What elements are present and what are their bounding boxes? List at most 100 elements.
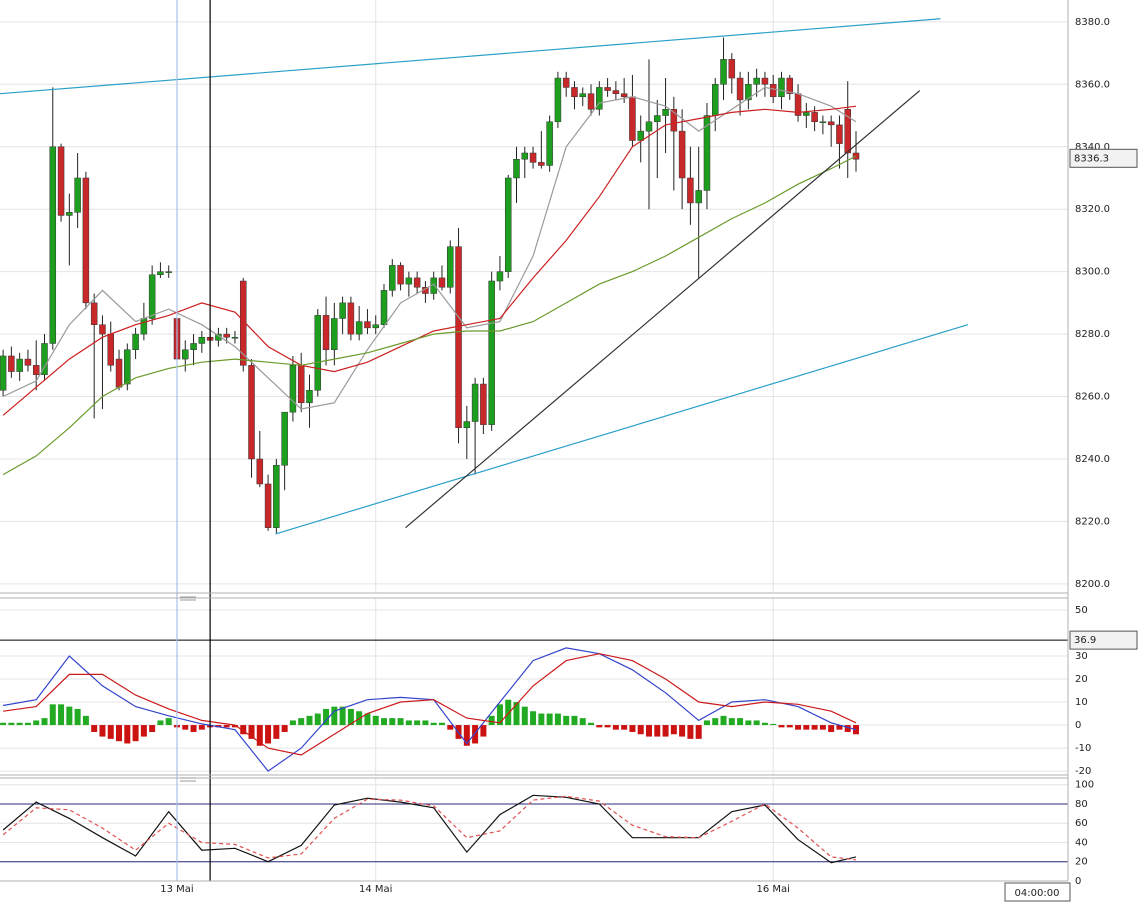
- candle-body: [761, 77, 769, 85]
- histogram-bar: [513, 702, 520, 726]
- candle-body: [463, 421, 471, 429]
- candle-body: [140, 318, 148, 335]
- histogram-bar: [480, 725, 487, 737]
- histogram-bar: [745, 720, 752, 726]
- histogram-bar: [339, 706, 346, 726]
- histogram-bar: [687, 725, 694, 739]
- histogram-bar: [844, 725, 851, 732]
- cursor-level-label: 36.9: [1074, 635, 1096, 646]
- candle-body: [769, 84, 777, 98]
- candle-body: [314, 315, 322, 391]
- candle-body: [82, 177, 90, 304]
- histogram-bar: [140, 725, 147, 737]
- y-tick-label: 30: [1075, 651, 1088, 662]
- histogram-bar: [306, 715, 313, 726]
- candle-body: [273, 464, 280, 528]
- candle-body: [513, 158, 520, 179]
- candle-body: [521, 152, 529, 160]
- cursor-level-box: [1069, 630, 1138, 650]
- candle-body: [0, 355, 7, 391]
- candle-body: [844, 109, 851, 154]
- histogram-bar: [298, 718, 305, 726]
- candle-body: [562, 77, 570, 88]
- candle-body: [571, 87, 578, 98]
- histogram-bar: [612, 725, 619, 730]
- histogram-bar: [695, 725, 702, 739]
- candle-body: [504, 177, 512, 272]
- histogram-bar: [49, 704, 56, 726]
- histogram-bar: [414, 720, 421, 726]
- histogram-bar: [778, 725, 785, 728]
- y-tick-label: 0: [1075, 876, 1081, 887]
- histogram-bar: [124, 725, 131, 744]
- candle-body: [198, 336, 206, 344]
- panel: [0, 778, 1068, 881]
- candle-body: [778, 77, 785, 98]
- candle-body: [389, 265, 396, 291]
- candle-body: [157, 271, 164, 276]
- candle-body: [620, 93, 628, 98]
- candle-body: [256, 458, 264, 485]
- candle-body: [811, 112, 818, 123]
- candle-body: [41, 343, 48, 375]
- grip: [180, 596, 196, 782]
- histogram-bar: [621, 725, 628, 730]
- candle-body: [281, 411, 288, 466]
- candle-body: [654, 115, 661, 123]
- candle-body: [604, 87, 611, 91]
- candle-body: [496, 271, 504, 282]
- histogram-bar: [190, 725, 197, 732]
- histogram-bar: [198, 725, 205, 730]
- histogram-bar: [588, 722, 595, 726]
- histogram-bar: [132, 725, 139, 742]
- candle-body: [132, 333, 139, 350]
- candle-body: [803, 112, 810, 116]
- histogram-bar: [571, 715, 578, 726]
- candle-body: [852, 152, 860, 160]
- histogram-bar: [281, 725, 288, 732]
- y-tick-label: -20: [1075, 766, 1091, 777]
- histogram-bar: [819, 725, 826, 730]
- candle-body: [480, 383, 487, 425]
- histogram-bar: [116, 725, 123, 742]
- histogram-bar: [157, 720, 164, 726]
- indicator-line: [2, 794, 857, 864]
- histogram-bar: [720, 715, 727, 726]
- candle-body: [629, 96, 636, 141]
- y-tick-label: 8260.0: [1075, 392, 1110, 403]
- candle-body: [165, 271, 172, 273]
- y-tick-label: 8280.0: [1075, 329, 1110, 340]
- histogram-bar: [546, 713, 553, 726]
- candle-body: [720, 59, 727, 85]
- candle-body: [107, 333, 114, 366]
- histogram-bar: [99, 725, 106, 737]
- histogram-bar: [82, 715, 89, 726]
- trend-line: [0, 18, 941, 95]
- histogram-bar: [256, 725, 263, 746]
- candle-body: [32, 365, 40, 375]
- histogram-bar: [795, 725, 802, 730]
- candle-body: [331, 318, 338, 350]
- y-tick-label: 60: [1075, 818, 1088, 829]
- candle-body: [637, 130, 644, 141]
- candle-body: [248, 365, 255, 460]
- time-box: [1004, 882, 1071, 902]
- indicator-line: [2, 105, 857, 416]
- indicator-line: [3, 653, 857, 756]
- histogram-bar: [231, 725, 238, 728]
- candle-body: [546, 121, 553, 166]
- candle-body: [380, 290, 388, 325]
- candle-body: [405, 277, 413, 285]
- y-tick-label: 20: [1075, 674, 1088, 685]
- candle-body: [786, 77, 794, 94]
- candle-body: [74, 177, 81, 213]
- histogram-bar: [58, 704, 65, 726]
- candle-body: [297, 365, 305, 404]
- candle-body: [447, 246, 454, 288]
- histogram-bar: [530, 711, 537, 726]
- candle-body: [695, 190, 702, 204]
- y-tick-label: -10: [1075, 743, 1091, 754]
- histogram-bar: [381, 718, 388, 726]
- histogram-bar: [786, 725, 793, 728]
